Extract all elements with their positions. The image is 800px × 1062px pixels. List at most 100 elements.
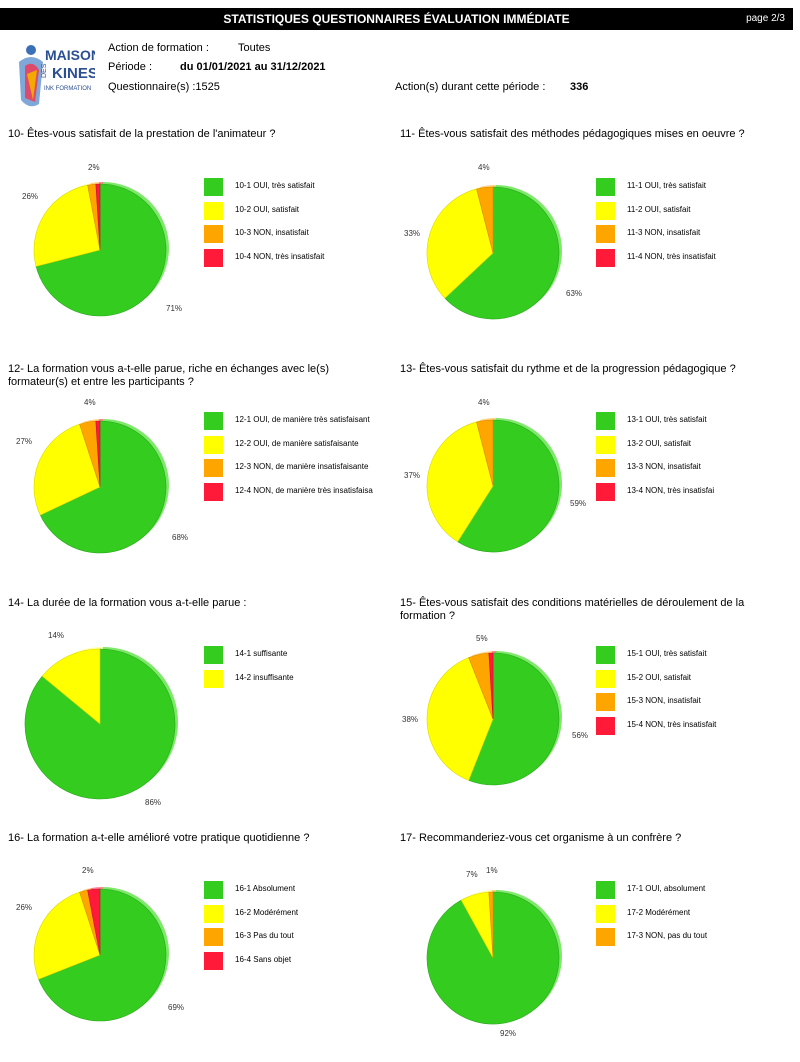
report-title: STATISTIQUES QUESTIONNAIRES ÉVALUATION I… [223, 12, 570, 26]
slice-percent-label: 59% [570, 499, 586, 508]
logo-text-2: DES [41, 63, 48, 78]
pie-slice [457, 419, 560, 553]
slice-percent-label: 68% [172, 533, 188, 542]
legend-label: 16-2 Modérément [235, 907, 299, 917]
slice-percent-label: 4% [478, 163, 490, 172]
actions-label: Action(s) durant cette période : [395, 81, 546, 93]
legend-label: 10-2 OUI, satisfait [235, 204, 300, 214]
legend-swatch [596, 225, 615, 243]
slice-percent-label: 37% [404, 471, 420, 480]
logo-text-1: MAISON [45, 47, 95, 63]
chart-panel-16: 16- La formation a-t-elle amélioré votre… [8, 832, 398, 1062]
legend-item: 14-1 suffisante [204, 646, 404, 664]
chart-panel-17: 17- Recommanderiez-vous cet organisme à … [400, 832, 790, 1062]
page-number: page 2/3 [746, 13, 785, 24]
pie-slice [41, 648, 101, 725]
slice-percent-label: 38% [402, 715, 418, 724]
legend-swatch [204, 178, 223, 196]
slice-percent-label: 63% [566, 289, 582, 298]
question-title: 11- Êtes-vous satisfait des méthodes péd… [400, 128, 745, 140]
legend-item: 16-2 Modérément [204, 904, 404, 923]
pie-slice [426, 421, 494, 543]
legend-label: 11-1 OUI, très satisfait [627, 181, 706, 190]
legend-swatch [204, 646, 223, 664]
chart-panel-15: 15- Êtes-vous satisfait des conditions m… [400, 597, 790, 827]
legend-swatch [596, 482, 615, 501]
legend-label: 15-2 OUI, satisfait [627, 672, 692, 682]
pie-chart: 71% 26% 2% [22, 163, 182, 317]
slice-percent-label: 2% [82, 866, 94, 875]
legend-label: 10-3 NON, insatisfait [235, 228, 309, 237]
legend-label: 16-1 Absolument [235, 884, 296, 893]
legend-item: 11-3 NON, insatisfait [596, 225, 796, 243]
legend-swatch [204, 459, 223, 477]
legend-item: 14-2 insuffisante [204, 669, 404, 688]
legend-item: 10-3 NON, insatisfait [204, 225, 404, 243]
chart-panel-14: 14- La durée de la formation vous a-t-el… [8, 597, 398, 827]
legend-item: 15-2 OUI, satisfait [596, 669, 796, 688]
legend-item: 13-4 NON, très insatisfai [596, 482, 796, 501]
action-label: Action de formation : [108, 42, 209, 54]
legend-item: 13-3 NON, insatisfait [596, 459, 796, 477]
pie-slice [488, 891, 494, 959]
pie-slice [476, 419, 494, 487]
legend-swatch [596, 669, 615, 688]
legend-item: 13-1 OUI, très satisfait [596, 412, 796, 430]
question-title: 10- Êtes-vous satisfait de la prestation… [8, 128, 276, 140]
slice-percent-label: 7% [466, 870, 478, 879]
legend-label: 11-4 NON, très insatisfait [627, 251, 716, 261]
pie-slice [95, 420, 101, 488]
chart-panel-13: 13- Êtes-vous satisfait du rythme et de … [400, 363, 790, 593]
legend-swatch [204, 669, 223, 688]
slice-percent-label: 2% [88, 163, 100, 172]
pie-slice [468, 652, 560, 786]
legend-label: 17-3 NON, pas du tout [627, 931, 708, 940]
question-title: 17- Recommanderiez-vous cet organisme à … [400, 832, 682, 844]
legend-label: 11-3 NON, insatisfait [627, 228, 701, 237]
slice-percent-label: 5% [476, 634, 488, 643]
legend-label: 17-2 Modérément [627, 907, 691, 917]
question-title: 13- Êtes-vous satisfait du rythme et de … [400, 363, 736, 375]
legend-item: 10-4 NON, très insatisfait [204, 248, 404, 267]
legend-item: 11-1 OUI, très satisfait [596, 178, 796, 196]
pie-slice [488, 652, 494, 720]
actions-value: 336 [570, 81, 589, 93]
legend-item: 10-2 OUI, satisfait [204, 201, 404, 220]
legend-item: 15-1 OUI, très satisfait [596, 646, 796, 664]
legend-swatch [596, 904, 615, 923]
pie-slice [476, 186, 494, 254]
legend-swatch [596, 716, 615, 735]
legend-item: 17-3 NON, pas du tout [596, 928, 796, 946]
legend-swatch [596, 881, 615, 899]
pie-slice [444, 186, 560, 320]
chart-panel-10: 10- Êtes-vous satisfait de la prestation… [8, 128, 398, 358]
legend-label: 12-2 OUI, de manière satisfaisante [235, 438, 359, 448]
pie-chart: 56% 38% 5% [402, 634, 588, 786]
legend-swatch [204, 881, 223, 899]
legend-label: 14-1 suffisante [235, 649, 288, 658]
period-label: Période : [108, 61, 153, 73]
legend-swatch [204, 928, 223, 946]
legend-swatch [596, 412, 615, 430]
slice-percent-label: 92% [500, 1029, 516, 1038]
legend-swatch [596, 248, 615, 267]
slice-percent-label: 26% [16, 903, 32, 912]
period-value: du 01/01/2021 au 31/12/2021 [180, 61, 326, 73]
legend-label: 15-3 NON, insatisfait [627, 696, 701, 705]
legend-label: 16-4 Sans objet [235, 954, 292, 964]
slice-percent-label: 69% [168, 1003, 184, 1012]
legend-label: 10-1 OUI, très satisfait [235, 181, 315, 190]
maison-des-kines-logo: MAISON DES KINES INK FORMATION [19, 45, 95, 107]
legend-swatch [596, 459, 615, 477]
legend-item: 11-4 NON, très insatisfait [596, 248, 796, 267]
legend-item: 17-1 OUI, absolument [596, 881, 796, 899]
pie-chart: 92% 7% 1% [426, 866, 562, 1038]
pie-slice [33, 891, 101, 980]
legend-swatch [596, 435, 615, 454]
pie-slice [35, 183, 167, 317]
pie-chart: 68% 27% 4% [16, 398, 188, 554]
slice-percent-label: 27% [16, 437, 32, 446]
question-title: 12- La formation vous a-t-elle parue, ri… [8, 363, 330, 388]
pie-slice [33, 184, 101, 267]
legend-item: 16-1 Absolument [204, 881, 404, 899]
